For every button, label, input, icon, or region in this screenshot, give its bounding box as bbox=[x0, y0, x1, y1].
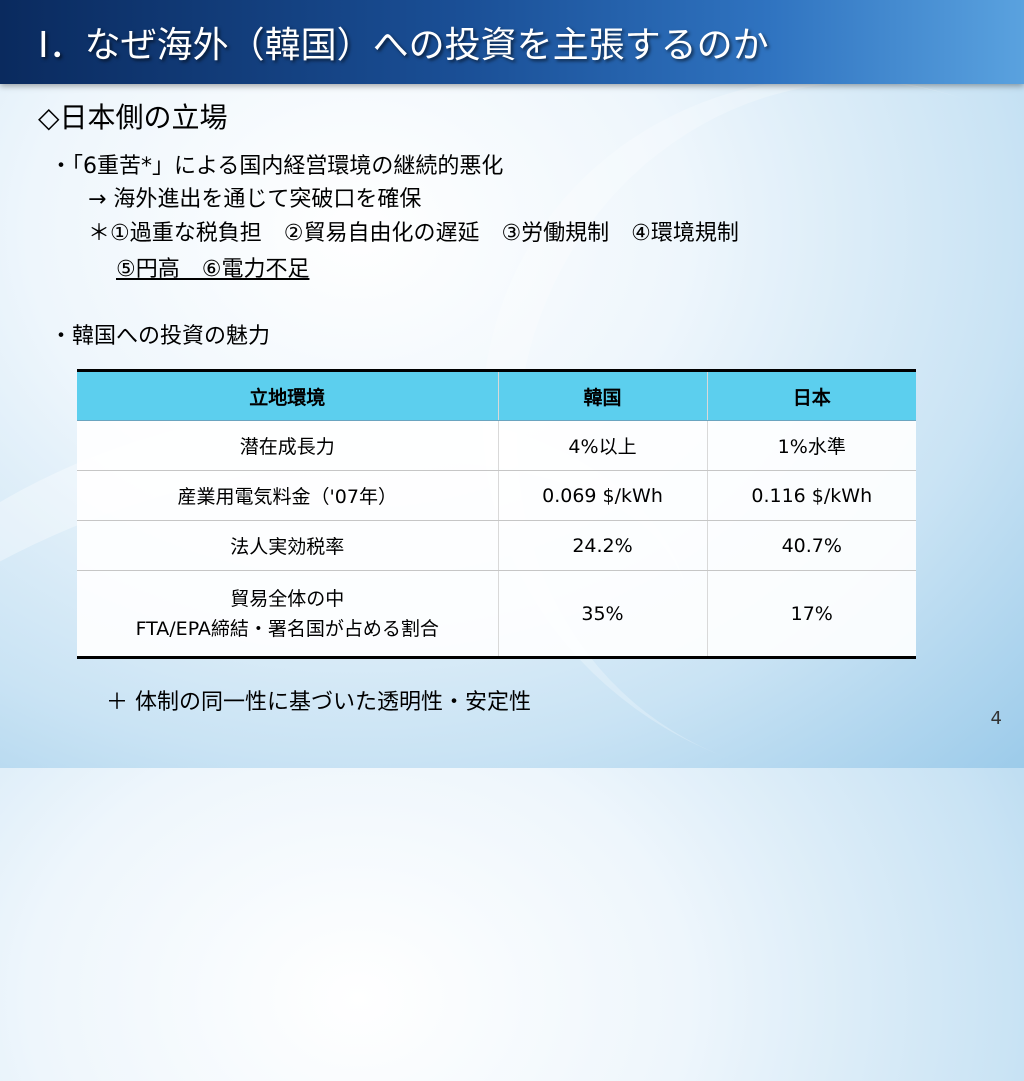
japan-value: 0.116 $/kWh bbox=[706, 470, 916, 521]
plus-line: ＋ 体制の同一性に基づいた透明性・安定性 bbox=[106, 690, 531, 715]
header-location: 立地環境 bbox=[77, 369, 498, 421]
table-header-row: 立地環境 韓国 日本 bbox=[77, 369, 916, 421]
table-row: 法人実効税率 24.2% 40.7% bbox=[77, 520, 916, 571]
title-bar: Ⅰ．なぜ海外（韓国）への投資を主張するのか bbox=[0, 0, 1024, 84]
row-label: 産業用電気料金（'07年） bbox=[77, 470, 498, 521]
korea-value: 24.2% bbox=[497, 520, 707, 571]
korea-value: 35% bbox=[497, 570, 707, 659]
korea-value: 0.069 $/kWh bbox=[497, 470, 707, 521]
korea-value: 4%以上 bbox=[497, 420, 707, 471]
row-label: 貿易全体の中 FTA/EPA締結・署名国が占める割合 bbox=[77, 570, 498, 659]
header-korea: 韓国 bbox=[497, 369, 707, 421]
arrow-line: → 海外進出を通じて突破口を確保 bbox=[88, 187, 422, 212]
row-label: 法人実効税率 bbox=[77, 520, 498, 571]
japan-value: 1%水準 bbox=[706, 420, 916, 471]
table-row: 貿易全体の中 FTA/EPA締結・署名国が占める割合 35% 17% bbox=[77, 570, 916, 659]
section-heading: ◇日本側の立場 bbox=[38, 101, 228, 134]
bullet-korea-appeal: ・韓国への投資の魅力 bbox=[50, 324, 271, 349]
row-label-line-2: FTA/EPA締結・署名国が占める割合 bbox=[135, 617, 439, 640]
table-row: 産業用電気料金（'07年） 0.069 $/kWh 0.116 $/kWh bbox=[77, 470, 916, 521]
header-japan: 日本 bbox=[706, 369, 916, 421]
slide-title: Ⅰ．なぜ海外（韓国）への投資を主張するのか bbox=[38, 25, 769, 66]
footnote-line-2: ⑤円高 ⑥電力不足 bbox=[116, 257, 310, 282]
japan-value: 40.7% bbox=[706, 520, 916, 571]
page-number: 4 bbox=[990, 708, 1002, 729]
comparison-table: 立地環境 韓国 日本 潜在成長力 4%以上 1%水準 産業用電気料金（'07年）… bbox=[77, 369, 916, 659]
footnote-line-1: ＊①過重な税負担 ②貿易自由化の遅延 ③労働規制 ④環境規制 bbox=[88, 221, 739, 246]
row-label-line-1: 貿易全体の中 bbox=[230, 587, 345, 610]
table-row: 潜在成長力 4%以上 1%水準 bbox=[77, 420, 916, 471]
japan-value: 17% bbox=[706, 570, 916, 659]
bullet-six-burdens: ・「6重苦*」による国内経営環境の継続的悪化 bbox=[50, 154, 504, 179]
row-label: 潜在成長力 bbox=[77, 420, 498, 471]
